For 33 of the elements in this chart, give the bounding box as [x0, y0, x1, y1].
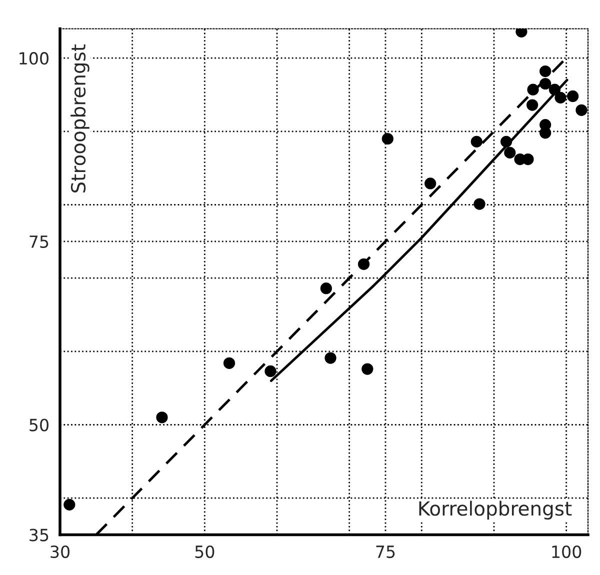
x-tick-label: 100	[552, 545, 582, 558]
point	[548, 84, 561, 96]
point	[540, 65, 552, 78]
point	[64, 498, 76, 510]
point	[156, 412, 168, 424]
point	[567, 90, 579, 102]
point	[540, 127, 552, 139]
point	[320, 282, 332, 294]
point	[358, 258, 370, 270]
point	[382, 132, 394, 145]
point	[264, 365, 276, 378]
point	[470, 136, 482, 148]
y-axis-title: Strooopbrengst	[70, 44, 90, 192]
point	[362, 363, 374, 375]
x-tick-label: 75	[376, 546, 395, 558]
point	[474, 198, 486, 210]
point	[527, 84, 539, 96]
point	[576, 104, 588, 116]
point	[504, 146, 516, 158]
x-tick-label: 30	[50, 545, 70, 558]
y-tick-label: 100	[20, 52, 48, 65]
point	[324, 352, 336, 364]
point	[526, 99, 538, 111]
point	[500, 136, 512, 148]
x-axis-title: Korrelopbrengst	[419, 500, 572, 520]
y-tick-label: 75	[30, 236, 48, 248]
point	[223, 357, 236, 369]
point	[554, 92, 566, 104]
y-tick-label: 50	[30, 418, 48, 432]
x-tick-label: 50	[195, 545, 214, 558]
y-tick-label: 35	[30, 528, 48, 542]
point	[424, 178, 436, 190]
point	[540, 78, 552, 90]
